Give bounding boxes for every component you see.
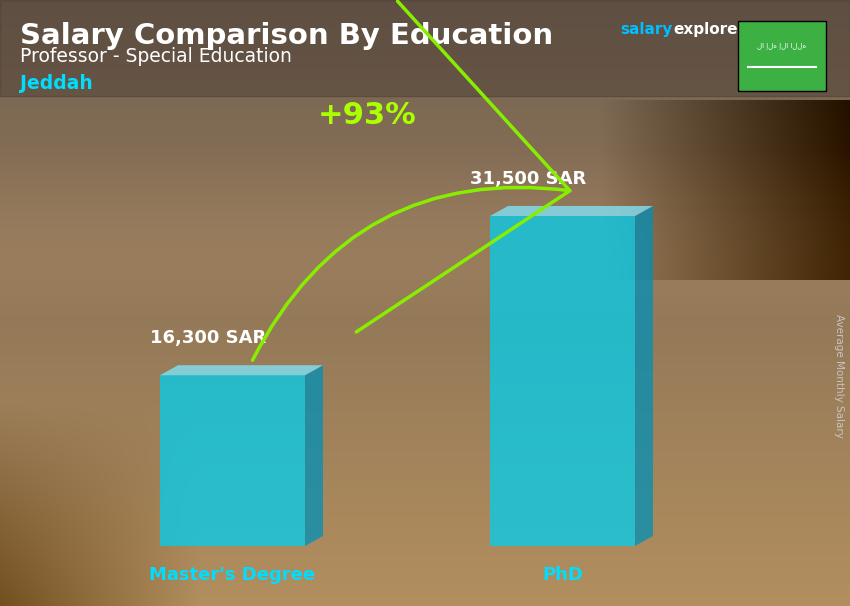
Polygon shape — [635, 206, 653, 546]
Text: 31,500 SAR: 31,500 SAR — [470, 170, 586, 188]
Polygon shape — [305, 365, 323, 546]
Text: salary: salary — [620, 22, 672, 37]
Polygon shape — [160, 365, 323, 375]
Polygon shape — [490, 206, 653, 216]
Text: PhD: PhD — [542, 566, 583, 584]
Text: Jeddah: Jeddah — [20, 74, 93, 93]
FancyBboxPatch shape — [738, 21, 826, 91]
Text: لا إله إلا الله: لا إله إلا الله — [757, 42, 807, 49]
Text: Average Monthly Salary: Average Monthly Salary — [834, 314, 844, 438]
Text: Salary Comparison By Education: Salary Comparison By Education — [20, 22, 553, 50]
Text: explorer: explorer — [673, 22, 745, 37]
Polygon shape — [490, 216, 635, 546]
Text: .com: .com — [737, 22, 778, 37]
Text: +93%: +93% — [318, 101, 416, 130]
Text: Professor - Special Education: Professor - Special Education — [20, 47, 292, 66]
Text: 16,300 SAR: 16,300 SAR — [150, 329, 266, 347]
FancyBboxPatch shape — [0, 0, 850, 96]
Text: Master's Degree: Master's Degree — [150, 566, 315, 584]
Polygon shape — [160, 375, 305, 546]
